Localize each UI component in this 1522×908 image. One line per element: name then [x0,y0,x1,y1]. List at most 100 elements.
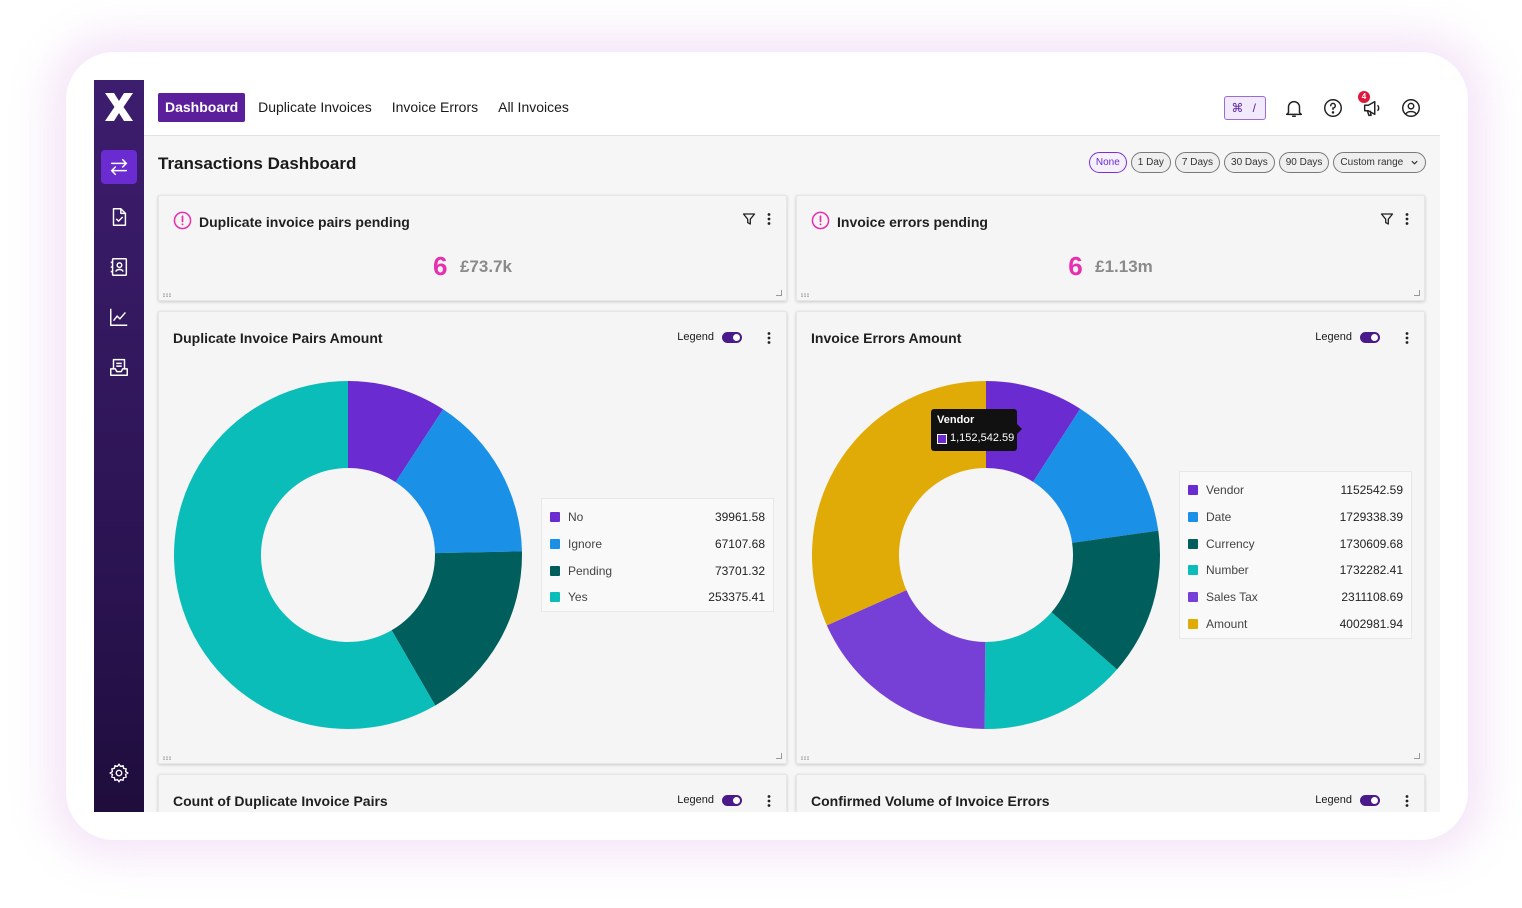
range-custom[interactable]: Custom range [1333,152,1426,173]
range-none[interactable]: None [1088,152,1127,173]
kpi-card-duplicate-pairs: Duplicate invoice pairs pending 6 £73.7k [158,195,787,301]
resize-handle[interactable] [776,753,782,759]
sidebar-item-inbox[interactable] [101,350,137,384]
legend-switch[interactable] [1360,794,1380,806]
legend-switch[interactable] [722,794,742,806]
sidebar-item-transactions[interactable] [101,150,137,184]
legend-toggle-label: Legend [677,794,714,806]
legend-toggle-label: Legend [677,331,714,343]
drag-handle-icon[interactable] [801,293,809,297]
legend-swatch [1188,485,1198,495]
more-options-icon[interactable] [1404,794,1410,808]
alert-icon [173,211,192,230]
legend-label: Sales Tax [1206,590,1258,605]
legend-switch[interactable] [1360,331,1380,343]
legend-value: 2311108.69 [1341,590,1403,605]
resize-handle[interactable] [1414,753,1420,759]
range-30-days[interactable]: 30 Days [1224,152,1275,173]
alert-icon [811,211,830,230]
resize-handle[interactable] [776,290,782,296]
slice-vendor[interactable] [986,381,1081,482]
sidebar-item-documents[interactable] [101,200,137,234]
legend-swatch [1188,565,1198,576]
sidebar-item-settings[interactable] [101,756,137,790]
tab-all-invoices[interactable]: All Invoices [498,99,569,115]
more-options-icon[interactable] [1404,331,1410,345]
legend-swatch [1188,619,1198,629]
drag-handle-icon[interactable] [801,756,809,760]
legend-label: No [568,510,584,524]
legend-value: 73701.32 [714,563,765,578]
slice-currency[interactable] [1051,530,1160,670]
legend-item[interactable]: No 39961.58 [550,509,765,527]
kpi-count: 6 [1068,251,1083,281]
legend-item[interactable]: Yes 253375.41 [550,589,765,607]
legend-swatch [1188,592,1198,603]
tooltip-swatch [937,434,947,444]
contacts-icon [110,258,128,276]
slice-pending[interactable] [391,551,522,706]
legend-label: Date [1206,509,1232,524]
range-7-days[interactable]: 7 Days [1174,152,1221,173]
chart-card-invoice-errors-amount: Invoice Errors Amount Legend Vendor 1,15… [796,311,1425,764]
kpi-title: Invoice errors pending [837,214,988,230]
user-icon[interactable] [1400,97,1422,119]
legend-item[interactable]: Sales Tax 2311108.69 [1188,589,1403,607]
slice-no[interactable] [348,381,444,483]
legend-item[interactable]: Amount 4002981.94 [1188,616,1403,634]
kpi-amount: £1.13m [1095,256,1153,276]
drag-handle-icon[interactable] [163,756,171,760]
more-options-icon[interactable] [766,331,772,345]
filter-icon[interactable] [742,212,756,226]
kpi-values: 6 £1.13m [797,251,1424,282]
legend-swatch [550,565,560,576]
legend-label: Amount [1206,617,1248,631]
card-actions [742,212,772,226]
legend-item[interactable]: Date 1729338.39 [1188,509,1403,527]
legend-item[interactable]: Pending 73701.32 [550,563,765,581]
legend-item[interactable]: Vendor 1152542.59 [1188,482,1403,500]
announcements-button[interactable]: 4 [1358,91,1383,119]
legend-toggle[interactable]: Legend [677,331,742,343]
slice-date[interactable] [1033,408,1159,543]
sidebar-item-reports[interactable] [101,300,137,334]
chart-legend: No 39961.58 Ignore 67107.68 Pending 73701.32 Y… [541,498,774,612]
range-1-day[interactable]: 1 Day [1130,152,1171,173]
more-options-icon[interactable] [766,212,772,226]
legend-value: 4002981.94 [1339,617,1403,631]
legend-toggle[interactable]: Legend [677,794,742,806]
command-palette-button[interactable]: ⌘ / [1224,96,1266,120]
slice-sales-tax[interactable] [826,590,986,729]
bell-icon[interactable] [1283,97,1305,119]
legend-value: 1152542.59 [1340,483,1403,497]
help-icon[interactable] [1322,97,1344,119]
tab-duplicate-invoices[interactable]: Duplicate Invoices [258,99,372,115]
legend-value: 1729338.39 [1339,509,1403,524]
legend-swatch [550,512,560,522]
slice-yes[interactable] [173,381,436,729]
resize-handle[interactable] [1414,290,1420,296]
slice-number[interactable] [984,612,1117,729]
more-options-icon[interactable] [766,794,772,808]
top-navbar: Dashboard Duplicate Invoices Invoice Err… [144,80,1440,136]
chart-card-confirmed-volume: Confirmed Volume of Invoice Errors Legen… [796,774,1425,812]
slice-ignore[interactable] [395,409,522,554]
chevron-down-icon [1411,160,1418,165]
legend-toggle[interactable]: Legend [1315,794,1380,806]
legend-switch[interactable] [722,331,742,343]
more-options-icon[interactable] [1404,212,1410,226]
legend-item[interactable]: Currency 1730609.68 [1188,536,1403,554]
range-90-days[interactable]: 90 Days [1278,152,1330,173]
filter-icon[interactable] [1380,212,1394,226]
sidebar [94,80,144,812]
tab-invoice-errors[interactable]: Invoice Errors [391,99,479,115]
drag-handle-icon[interactable] [163,293,171,297]
legend-toggle[interactable]: Legend [1315,331,1380,343]
card-actions [1380,212,1410,226]
inbox-icon [110,358,128,376]
sidebar-item-contacts[interactable] [101,250,137,284]
legend-item[interactable]: Ignore 67107.68 [550,536,765,554]
tab-dashboard[interactable]: Dashboard [158,93,246,122]
kpi-count: 6 [433,251,448,281]
legend-item[interactable]: Number 1732282.41 [1188,562,1403,580]
